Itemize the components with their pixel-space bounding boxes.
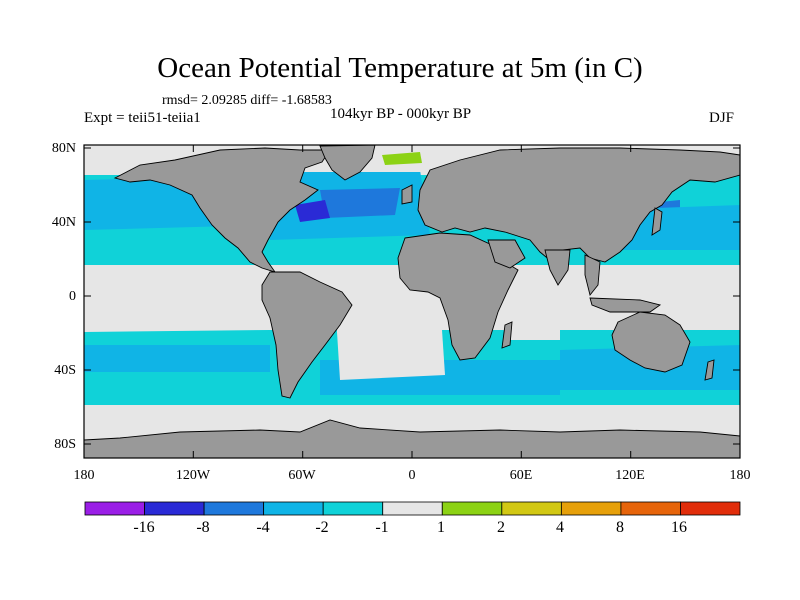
colorbar-swatch-10 [680, 501, 741, 516]
land-southeast-asia [584, 254, 601, 296]
lon-label-60w: 60W [288, 468, 316, 483]
season-label: DJF [709, 110, 735, 126]
colorbar-label-m8: -8 [196, 519, 210, 536]
colorbar-swatch-0 [84, 501, 145, 516]
colorbar-label-1: 1 [437, 519, 445, 536]
land-antarctica [84, 419, 740, 458]
colorbar-label-8: 8 [616, 519, 624, 536]
colorbar-label-m2: -2 [315, 519, 329, 536]
lat-label-80n: 80N [51, 141, 76, 156]
colorbar-swatch-5 [382, 501, 443, 516]
rmsd-diff-stats: rmsd= 2.09285 diff= -1.68583 [162, 93, 332, 108]
axis-ticks [83, 145, 741, 458]
anomaly-cold-atlantic [320, 188, 400, 218]
lat-label-equator: 0 [69, 289, 76, 304]
lon-label-120w: 120W [175, 468, 211, 483]
colorbar-swatch-7 [501, 501, 562, 516]
lon-label-0: 0 [408, 468, 416, 483]
colorbar-label-2: 2 [497, 519, 505, 536]
anomaly-warm-arctic [382, 152, 422, 165]
land-new-zealand [704, 359, 715, 381]
colorbar-label-m1: -1 [375, 519, 389, 536]
land-north-america [113, 147, 331, 273]
colorbar-label-m16: -16 [133, 519, 155, 536]
colorbar-swatch-9 [620, 501, 681, 516]
anomaly-neutral-equatorial [84, 305, 270, 332]
lon-label-180e: 180 [729, 468, 751, 483]
lon-label-60e: 60E [509, 468, 533, 483]
experiment-label: Expt = teii51-teiia1 [84, 110, 201, 126]
period-label: 104kyr BP - 000kyr BP [330, 106, 472, 122]
lat-label-40s: 40S [54, 363, 76, 378]
colorbar-swatch-2 [203, 501, 265, 516]
map-plot-area [84, 145, 740, 458]
land-eurasia [417, 147, 740, 263]
land-arabia [487, 239, 526, 269]
anomaly-cooler-south-pacific [84, 345, 270, 372]
land-india [544, 249, 571, 286]
colorbar-swatch-1 [144, 501, 205, 516]
colorbar-label-16: 16 [671, 519, 687, 536]
anomaly-coldest-gulf-stream [295, 200, 330, 222]
lat-label-80s: 80S [54, 437, 76, 452]
land-britain [401, 184, 413, 205]
colorbar-label-m4: -4 [256, 519, 270, 536]
lon-label-120e: 120E [615, 468, 645, 483]
colorbar [84, 501, 741, 516]
lon-label-180w: 180 [73, 468, 95, 483]
colorbar-swatch-4 [322, 501, 384, 516]
colorbar-swatch-8 [560, 501, 622, 516]
land-indonesia [589, 297, 662, 313]
colorbar-label-4: 4 [556, 519, 564, 536]
land-greenland [319, 145, 376, 181]
anomaly-neutral-indian [500, 300, 560, 340]
lat-label-40n: 40N [51, 215, 76, 230]
land-madagascar [501, 321, 513, 349]
land-masses [84, 145, 740, 458]
colorbar-swatch-3 [263, 501, 324, 516]
land-japan [651, 207, 663, 236]
anomaly-neutral-south-atlantic [335, 300, 445, 380]
colorbar-swatch-6 [441, 501, 503, 516]
land-south-america [261, 271, 353, 399]
land-australia [611, 311, 691, 373]
map-title: Ocean Potential Temperature at 5m (in C) [157, 52, 643, 84]
